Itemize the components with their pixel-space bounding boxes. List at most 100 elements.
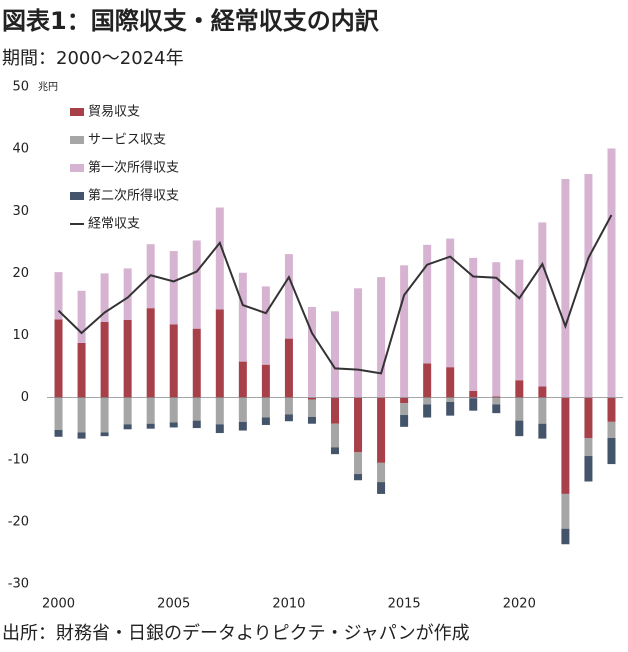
bar-segment (400, 265, 409, 398)
bar-segment (354, 288, 363, 398)
bar-segment (607, 421, 616, 439)
bar-segment (284, 338, 293, 398)
bar-segment (354, 452, 363, 475)
bar-segment (492, 404, 501, 414)
y-unit: 兆円 (38, 81, 58, 93)
bar-segment (54, 319, 63, 398)
bar-segment (54, 272, 63, 320)
bar-segment (307, 399, 316, 417)
bar-segment (561, 178, 570, 398)
bar-segment (492, 262, 501, 397)
chart-subtitle: 期間：2000～2024年 (2, 48, 184, 69)
bar-segment (123, 424, 132, 430)
bar-segment (123, 397, 132, 425)
bar-segment (400, 397, 409, 404)
y-tick-label: -30 (8, 577, 29, 592)
bar-segment (584, 438, 593, 457)
y-tick-label: 10 (12, 328, 29, 343)
bar-segment (354, 397, 363, 453)
bar-segment (307, 306, 316, 398)
bar-segment (192, 420, 201, 429)
bar-segment (261, 397, 270, 418)
x-tick-label: 2005 (157, 597, 190, 612)
bar-segment (100, 321, 109, 398)
bar-segment (469, 398, 478, 411)
bar-segment (307, 416, 316, 424)
bar-segment (169, 324, 178, 398)
bar-segment (77, 290, 86, 343)
bar-segment (538, 423, 547, 439)
bar-segment (561, 397, 570, 494)
bar-segment (377, 277, 386, 398)
bar-segment (331, 423, 339, 448)
bar-segment (446, 238, 455, 368)
bar-segment (215, 397, 224, 425)
legend-swatch (70, 164, 84, 172)
bar-segment (100, 397, 109, 433)
x-tick-label: 2015 (388, 597, 421, 612)
y-tick-label: -10 (8, 452, 29, 467)
bar-segment (331, 447, 339, 455)
bar-segment (261, 417, 270, 425)
x-tick-label: 2020 (503, 597, 536, 612)
bar-segment (469, 257, 478, 391)
y-tick-label: -20 (8, 514, 29, 529)
bar-segment (469, 390, 478, 398)
bar-segment (238, 397, 247, 422)
bar-segment (331, 397, 339, 424)
bar-segment (215, 207, 224, 310)
legend-swatch (70, 136, 84, 144)
bar-segment (215, 309, 224, 398)
bar-segment (492, 397, 501, 405)
bar-segment (515, 380, 524, 398)
bar-segment (446, 397, 455, 402)
y-tick-label: 30 (12, 204, 29, 219)
bar-segment (215, 424, 224, 434)
bar-segment (238, 272, 247, 362)
bar-segment (307, 397, 316, 400)
bar-segment (561, 493, 570, 529)
bar-segment (261, 286, 270, 365)
bar-segment (146, 397, 155, 424)
bar-segment (169, 251, 178, 325)
bar-segment (77, 342, 86, 398)
bar-segment (607, 148, 616, 398)
bar-segment (423, 363, 432, 398)
legend-label: サービス収支 (88, 133, 166, 148)
bar-segment (284, 414, 293, 422)
legend-swatch (70, 108, 84, 116)
bar-segment (100, 432, 109, 437)
bar-segment (354, 474, 363, 481)
bar-segment (169, 422, 178, 428)
bar-segment (492, 396, 501, 398)
bar-segment (400, 415, 409, 427)
y-tick-label: 0 (21, 390, 29, 405)
bar-segment (584, 456, 593, 482)
bar-segment (538, 222, 547, 387)
bar-segment (584, 397, 593, 439)
legend-label: 第一次所得収支 (88, 160, 179, 176)
bar-segment (331, 311, 339, 398)
legend-label: 経常収支 (88, 217, 140, 232)
y-tick-label: 20 (12, 266, 29, 281)
bar-segment (77, 432, 86, 439)
bar-segment (377, 462, 386, 483)
x-tick-label: 2000 (42, 597, 75, 612)
bar-segment (146, 423, 155, 429)
bar-segment (238, 361, 247, 398)
bar-segment (54, 397, 63, 430)
bar-segment (169, 397, 178, 423)
bar-segment (54, 429, 63, 437)
bar-segment (423, 404, 432, 418)
bar-segment (423, 397, 432, 405)
legend-swatch (70, 192, 84, 200)
bar-segment (284, 254, 293, 339)
legend-label: 第二次所得収支 (88, 188, 179, 204)
bar-segment (100, 273, 109, 322)
bar-segment (284, 397, 293, 415)
bar-segment (584, 173, 593, 398)
bar-segment (377, 397, 386, 463)
legend-label: 貿易収支 (88, 105, 140, 120)
line-series (57, 214, 613, 375)
